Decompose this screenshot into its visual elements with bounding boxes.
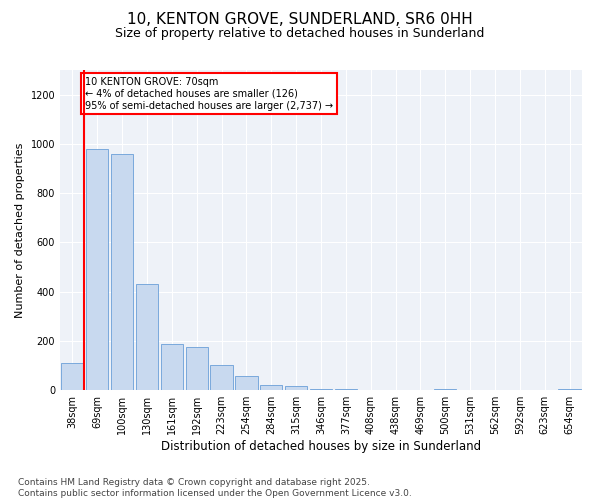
Bar <box>335 389 357 390</box>
Bar <box>86 149 109 390</box>
Bar <box>285 386 307 390</box>
Text: Size of property relative to detached houses in Sunderland: Size of property relative to detached ho… <box>115 28 485 40</box>
Y-axis label: Number of detached properties: Number of detached properties <box>15 142 25 318</box>
Bar <box>310 389 332 390</box>
Bar <box>235 376 257 390</box>
Text: 10 KENTON GROVE: 70sqm
← 4% of detached houses are smaller (126)
95% of semi-det: 10 KENTON GROVE: 70sqm ← 4% of detached … <box>85 78 334 110</box>
X-axis label: Distribution of detached houses by size in Sunderland: Distribution of detached houses by size … <box>161 440 481 453</box>
Bar <box>260 384 283 390</box>
Bar <box>211 366 233 390</box>
Text: 10, KENTON GROVE, SUNDERLAND, SR6 0HH: 10, KENTON GROVE, SUNDERLAND, SR6 0HH <box>127 12 473 28</box>
Bar <box>161 344 183 390</box>
Text: Contains HM Land Registry data © Crown copyright and database right 2025.
Contai: Contains HM Land Registry data © Crown c… <box>18 478 412 498</box>
Bar <box>559 389 581 390</box>
Bar <box>434 389 457 390</box>
Bar <box>185 347 208 390</box>
Bar <box>111 154 133 390</box>
Bar <box>136 284 158 390</box>
Bar <box>61 363 83 390</box>
